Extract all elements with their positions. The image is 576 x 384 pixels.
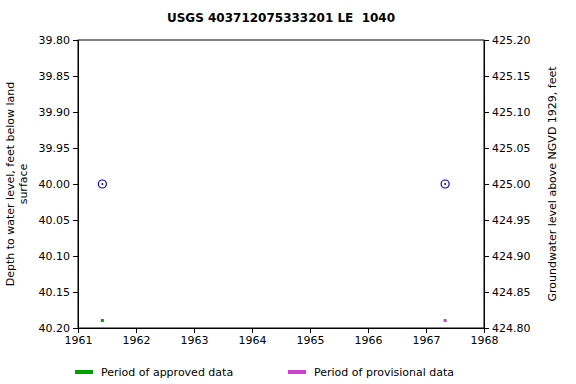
legend-label: Period of provisional data [314,366,454,379]
marker-ring [98,180,106,188]
period-mark [101,319,104,322]
tick-label: 1965 [297,334,325,347]
tick: 425.10 [484,106,531,119]
tick-label: 1962 [123,334,151,347]
tick: 40.20 [39,322,79,335]
tick: 1963 [181,328,209,347]
y-axis-title: Depth to water level, feet below landsur… [4,82,30,287]
tick-label: 424.95 [492,214,531,227]
legend-swatch [75,370,93,374]
tick: 1966 [355,328,383,347]
tick: 425.00 [484,178,531,191]
tick-label: 425.10 [492,106,531,119]
data-point [98,180,106,188]
tick: 1962 [123,328,151,347]
tick-label: 1963 [181,334,209,347]
tick-label: 424.85 [492,286,531,299]
plot-frame [78,40,484,328]
axis: 39.80 39.85 39.90 39.95 40.00 40.05 40.10 40.15… [39,34,79,335]
tick-label: 40.15 [39,286,71,299]
tick: 1967 [413,328,441,347]
tick-mark [73,256,78,257]
tick: 425.15 [484,70,531,83]
marker-dot [101,183,103,185]
tick-mark [73,112,78,113]
tick-label: 40.00 [39,178,71,191]
tick: 40.05 [39,214,79,227]
tick-mark [310,328,311,333]
marker-ring [441,180,449,188]
tick: 40.00 [39,178,79,191]
tick-mark [426,328,427,333]
title: USGS 403712075333201 LE 1040 [167,11,395,25]
tick: 39.85 [39,70,79,83]
tick: 39.80 [39,34,79,47]
tick-mark [368,328,369,333]
tick: 424.80 [484,322,531,335]
axis: 425.20 425.15 425.10 425.05 425.00 424.95 424.… [484,34,531,335]
plot-area [98,180,449,322]
tick-mark [73,292,78,293]
marker-dot [444,183,446,185]
legend-label: Period of approved data [101,366,233,379]
tick-mark [484,76,489,77]
tick-mark [484,184,489,185]
tick-mark [484,220,489,221]
tick-label: 1964 [239,334,267,347]
tick: 39.95 [39,142,79,155]
tick-label: 424.90 [492,250,531,263]
tick-label: 40.05 [39,214,71,227]
tick-label: 1966 [355,334,383,347]
tick-label: 1967 [413,334,441,347]
tick-mark [484,40,489,41]
tick-mark [484,256,489,257]
tick-label: 424.80 [492,322,531,335]
tick-label: 425.00 [492,178,531,191]
tick: 40.10 [39,250,79,263]
tick-label: 425.05 [492,142,531,155]
tick-mark [73,40,78,41]
tick: 425.20 [484,34,531,47]
tick: 39.90 [39,106,79,119]
axis-line [73,41,79,329]
tick-label: 39.80 [39,34,71,47]
tick-mark [484,148,489,149]
tick-mark [73,328,78,329]
tick-label: 40.10 [39,250,71,263]
period-mark [444,319,447,322]
tick: 40.15 [39,286,79,299]
tick-mark [73,148,78,149]
tick: 1964 [239,328,267,347]
data-point [441,180,449,188]
tick: 424.95 [484,214,531,227]
tick-mark [194,328,195,333]
tick-mark [73,76,78,77]
tick-label: 39.95 [39,142,71,155]
tick: 424.90 [484,250,531,263]
tick-mark [252,328,253,333]
tick-label: 425.20 [492,34,531,47]
tick-mark [484,328,489,329]
tick-mark [73,184,78,185]
tick-label: 425.15 [492,70,531,83]
axis-line [485,41,490,329]
tick-label: 39.90 [39,106,71,119]
tick-mark [73,220,78,221]
tick-label: 1968 [471,334,499,347]
tick-label: 40.20 [39,322,71,335]
legend-swatch [288,370,306,374]
legend: Period of approved data Period of provisi… [75,366,454,379]
axis: 1961 1962 1963 1964 1965 1966 1967 1968 [65,328,499,347]
tick-mark [136,328,137,333]
chart: 1961196219631964196519661967196839.8039.… [0,0,576,384]
y2-axis-title: Groundwater level above NGVD 1929, feet [546,66,559,302]
tick-mark [484,292,489,293]
axis-line [79,329,485,334]
tick-label: 1961 [65,334,93,347]
tick: 424.85 [484,286,531,299]
tick: 425.05 [484,142,531,155]
tick-mark [484,112,489,113]
tick-label: 39.85 [39,70,71,83]
tick: 1965 [297,328,325,347]
